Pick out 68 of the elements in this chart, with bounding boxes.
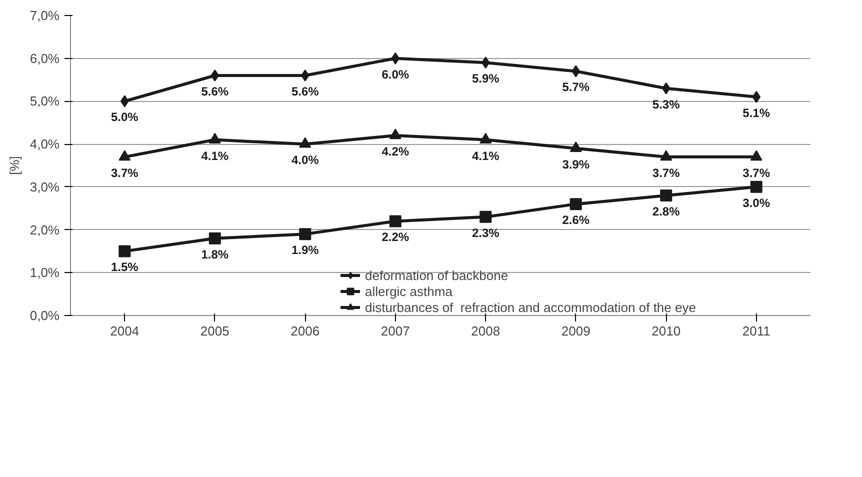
data-label: 4.0% [291, 153, 320, 168]
legend-label: disturbances of refraction and accommodation of the eye [365, 299, 696, 315]
data-label: 1.5% [110, 260, 139, 274]
point [480, 132, 492, 144]
data-label: 1.8% [201, 247, 229, 262]
point [480, 210, 492, 223]
point [208, 132, 221, 144]
y-axis-title: [%] [6, 156, 22, 175]
x-tick-label: 2004 [110, 324, 140, 338]
point [300, 70, 310, 82]
x-tick-label: 2009 [561, 324, 590, 338]
data-label: 5.1% [742, 106, 770, 120]
data-label: 3.7% [652, 166, 680, 180]
point [299, 137, 312, 148]
point [208, 232, 221, 244]
data-label: 2.6% [562, 213, 590, 228]
data-label: 4.1% [201, 148, 229, 163]
point [750, 180, 762, 193]
y-tick-label: 2,0% [30, 222, 60, 238]
legend-label: allergic asthma [365, 283, 452, 299]
point [660, 150, 672, 161]
data-label: 5.6% [201, 84, 229, 98]
data-label: 3.9% [562, 157, 590, 172]
data-label: 6.0% [382, 67, 410, 82]
point [662, 82, 670, 94]
point [389, 128, 402, 140]
point [391, 52, 400, 64]
y-tick-label: 1,0% [30, 265, 60, 280]
data-label: 5.9% [472, 72, 500, 86]
point [118, 150, 131, 161]
x-tick-label: 2006 [290, 324, 320, 338]
x-tick-label: 2008 [471, 324, 500, 338]
data-label: 5.6% [291, 84, 320, 98]
y-tick-label: 3,0% [30, 179, 60, 194]
y-tick-label: 7,0% [30, 8, 60, 23]
data-label: 3.0% [742, 196, 770, 210]
data-label: 5.0% [110, 110, 139, 124]
point [570, 142, 582, 152]
point [389, 215, 402, 228]
point [572, 65, 580, 78]
data-label: 2.8% [652, 204, 680, 218]
point [481, 56, 490, 69]
y-tick-label: 0,0% [30, 308, 60, 323]
point [210, 70, 220, 82]
point [660, 190, 672, 202]
point [118, 245, 131, 258]
point [752, 90, 761, 103]
x-tick-label: 2007 [380, 324, 410, 338]
data-label: 5.7% [562, 80, 590, 94]
data-label: 2.2% [382, 230, 410, 244]
data-label: 3.7% [110, 166, 139, 180]
data-label: 3.7% [742, 166, 770, 180]
point [299, 228, 312, 240]
x-tick-label: 2011 [742, 324, 770, 338]
y-tick-label: 6,0% [30, 50, 60, 66]
data-label: 4.1% [472, 148, 500, 163]
legend-label: deformation of backbone [365, 267, 508, 283]
y-tick-label: 4,0% [30, 136, 60, 152]
data-label: 5.3% [652, 97, 680, 112]
x-tick-label: 2005 [200, 324, 230, 338]
point [570, 198, 582, 210]
data-label: 1.9% [291, 243, 320, 258]
data-label: 4.2% [382, 144, 410, 158]
point [120, 95, 129, 108]
y-tick-label: 5,0% [30, 94, 60, 109]
point [750, 150, 762, 161]
data-label: 2.3% [472, 226, 500, 240]
x-tick-label: 2010 [652, 324, 681, 338]
